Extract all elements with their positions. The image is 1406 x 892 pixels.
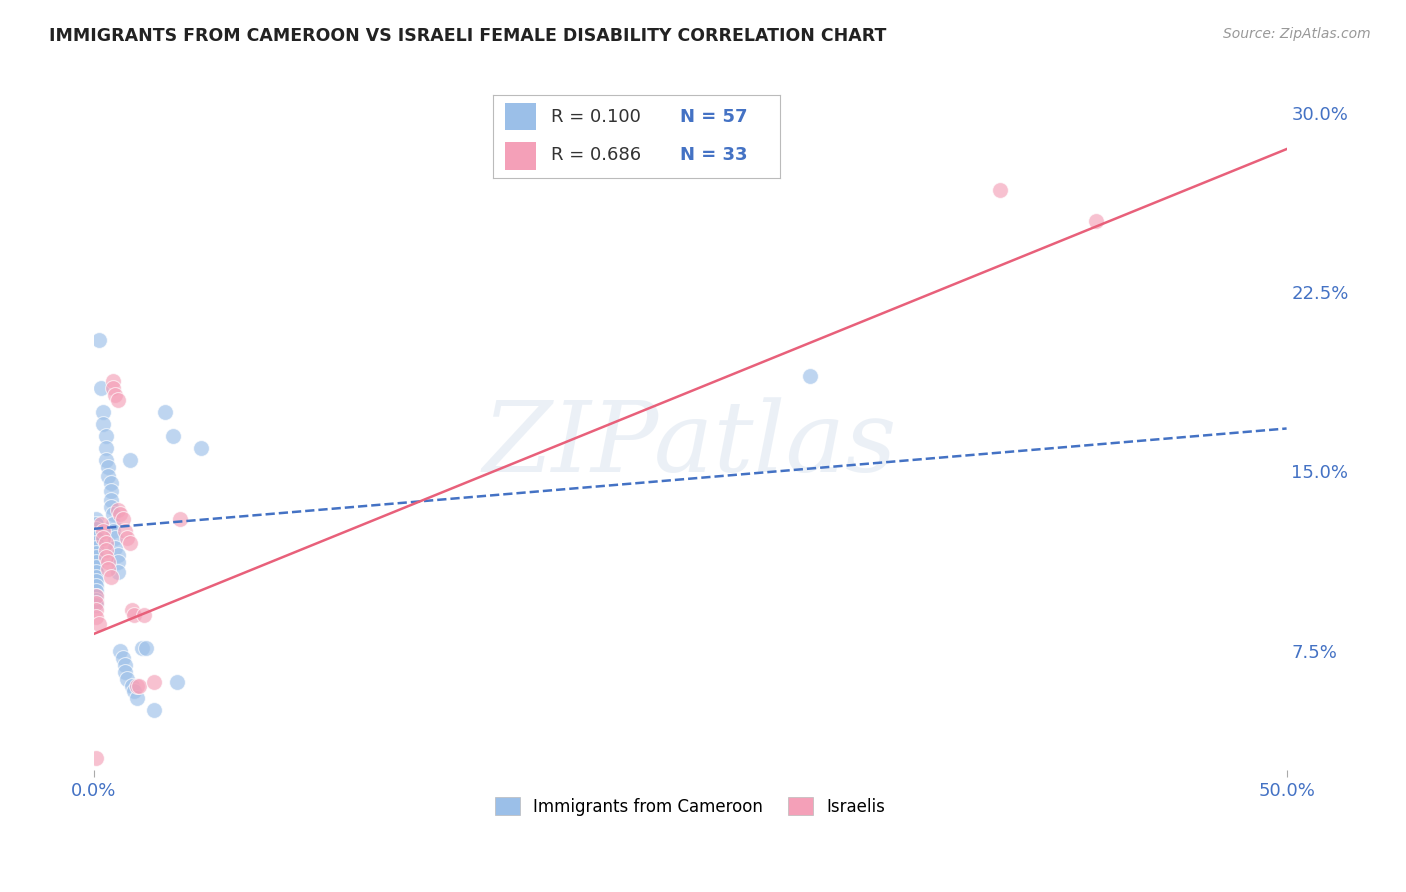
Point	[125, 680, 148, 694]
Point	[94, 536, 117, 550]
Point	[100, 569, 122, 583]
Point	[86, 589, 108, 603]
Point	[94, 452, 117, 467]
Point	[107, 392, 129, 407]
Point	[166, 674, 188, 689]
Point	[86, 541, 108, 555]
Point	[86, 593, 108, 607]
Point	[86, 751, 108, 765]
Point	[93, 405, 115, 419]
Point	[101, 508, 124, 522]
Point	[93, 417, 115, 431]
Point	[101, 516, 124, 531]
Point	[94, 428, 117, 442]
Point	[93, 532, 115, 546]
Point	[118, 452, 141, 467]
Point	[190, 441, 212, 455]
Point	[124, 684, 146, 698]
Point	[111, 512, 134, 526]
Point	[111, 650, 134, 665]
Point	[114, 524, 136, 538]
Point	[108, 508, 131, 522]
Point	[142, 703, 165, 717]
Point	[117, 672, 139, 686]
Point	[155, 405, 177, 419]
Point	[86, 522, 108, 536]
Point	[87, 333, 110, 347]
Text: IMMIGRANTS FROM CAMEROON VS ISRAELI FEMALE DISABILITY CORRELATION CHART: IMMIGRANTS FROM CAMEROON VS ISRAELI FEMA…	[49, 27, 887, 45]
Point	[104, 541, 127, 555]
Point	[86, 579, 108, 593]
Point	[86, 532, 108, 546]
Point	[90, 516, 112, 531]
Point	[86, 526, 108, 541]
Point	[107, 502, 129, 516]
Point	[86, 603, 108, 617]
Point	[128, 680, 150, 694]
Point	[100, 500, 122, 515]
Point	[107, 555, 129, 569]
Point	[104, 532, 127, 546]
Point	[94, 441, 117, 455]
Point	[101, 374, 124, 388]
Point	[121, 680, 143, 694]
Point	[86, 596, 108, 610]
Point	[114, 665, 136, 679]
Point	[131, 641, 153, 656]
Point	[799, 368, 821, 383]
Point	[94, 543, 117, 558]
Point	[101, 381, 124, 395]
Point	[104, 388, 127, 402]
Point	[87, 617, 110, 632]
Point	[86, 589, 108, 603]
Point	[988, 183, 1011, 197]
Point	[97, 562, 120, 576]
Point	[86, 583, 108, 598]
Point	[86, 512, 108, 526]
Point	[86, 610, 108, 624]
Point	[97, 469, 120, 483]
Point	[114, 657, 136, 672]
Point	[135, 641, 157, 656]
Point	[100, 476, 122, 491]
Point	[1084, 213, 1107, 227]
Point	[97, 555, 120, 569]
Point	[93, 524, 115, 538]
Point	[97, 459, 120, 474]
Point	[90, 381, 112, 395]
Point	[142, 674, 165, 689]
Point	[86, 550, 108, 565]
Point	[100, 493, 122, 508]
Point	[86, 574, 108, 589]
Text: Source: ZipAtlas.com: Source: ZipAtlas.com	[1223, 27, 1371, 41]
Point	[118, 536, 141, 550]
Point	[86, 560, 108, 574]
Point	[108, 643, 131, 657]
Point	[121, 603, 143, 617]
Point	[117, 532, 139, 546]
Text: ZIPatlas: ZIPatlas	[484, 397, 897, 492]
Point	[86, 569, 108, 583]
Point	[101, 524, 124, 538]
Point	[86, 536, 108, 550]
Point	[86, 598, 108, 612]
Point	[162, 428, 184, 442]
Point	[132, 607, 155, 622]
Point	[100, 483, 122, 498]
Legend: Immigrants from Cameroon, Israelis: Immigrants from Cameroon, Israelis	[486, 789, 894, 824]
Point	[169, 512, 191, 526]
Point	[86, 546, 108, 560]
Point	[125, 691, 148, 706]
Point	[86, 516, 108, 531]
Point	[86, 555, 108, 569]
Point	[86, 565, 108, 579]
Point	[107, 565, 129, 579]
Point	[94, 550, 117, 565]
Point	[124, 607, 146, 622]
Point	[107, 548, 129, 562]
